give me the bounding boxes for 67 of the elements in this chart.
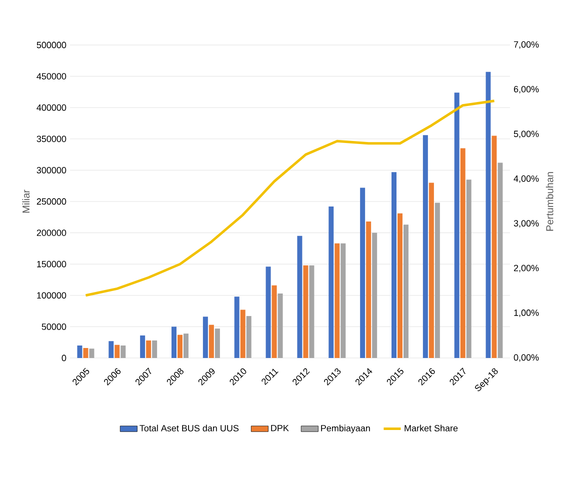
- y2-tick-label: 7,00%: [514, 41, 539, 49]
- bar: [120, 345, 126, 358]
- bar: [398, 213, 402, 358]
- line-series: [84, 100, 496, 297]
- bar: [460, 148, 466, 358]
- legend-label: Pembiayaan: [321, 424, 370, 434]
- bar: [404, 224, 408, 358]
- y2-tick-label: 3,00%: [514, 220, 539, 228]
- y-tick-label: 50000: [42, 324, 66, 330]
- bar: [266, 266, 271, 358]
- bar: [172, 326, 177, 358]
- y-axis-title: Miliar: [22, 190, 30, 213]
- y2-axis-title: Pertumbuhan: [546, 172, 554, 231]
- bar: [178, 334, 183, 358]
- bar: [297, 236, 302, 358]
- bar: [83, 348, 88, 358]
- bar: [89, 348, 94, 358]
- bar: [340, 243, 346, 358]
- bar: [334, 243, 340, 358]
- bar: [234, 296, 240, 358]
- y-tick-label: 500000: [36, 42, 66, 48]
- bar: [108, 341, 114, 358]
- bar: [140, 335, 146, 358]
- y2-tick-label: 2,00%: [514, 264, 539, 272]
- bar: [214, 328, 220, 358]
- bar: [454, 92, 460, 358]
- bar: [272, 285, 277, 358]
- y-tick-label: 250000: [36, 198, 66, 205]
- bar: [328, 206, 334, 358]
- legend-label: DPK: [271, 424, 289, 432]
- y2-tick-label: 6,00%: [514, 86, 539, 94]
- y-tick-label: 450000: [36, 73, 66, 80]
- y-tick-label: 350000: [36, 136, 66, 142]
- bar: [152, 340, 158, 358]
- bar: [366, 222, 372, 358]
- bar: [392, 172, 396, 358]
- bar: [309, 265, 314, 358]
- bar: [492, 136, 497, 358]
- y-tick-label: 150000: [37, 260, 66, 268]
- bar: [246, 316, 252, 358]
- bar: [422, 135, 428, 358]
- bar: [240, 310, 246, 358]
- legend-label: Total Aset BUS dan UUS: [140, 424, 239, 432]
- bar: [208, 324, 214, 358]
- bar: [498, 162, 503, 358]
- y2-tick-label: 1,00%: [514, 310, 539, 317]
- bar: [77, 345, 82, 358]
- y-tick-label: 100000: [37, 292, 66, 299]
- y-tick-label: 0: [62, 354, 66, 362]
- bar: [146, 340, 152, 358]
- bar: [114, 344, 120, 358]
- y2-tick-label: 5,00%: [514, 130, 539, 138]
- bar: [428, 182, 434, 358]
- y-tick-label: 400000: [36, 104, 66, 111]
- y-tick-label: 200000: [36, 230, 66, 236]
- bar: [303, 265, 308, 358]
- bar: [278, 294, 283, 358]
- bar: [360, 188, 366, 358]
- legend-label: Market Share: [404, 424, 458, 432]
- bar: [202, 316, 208, 358]
- y2-tick-label: 0,00%: [514, 354, 539, 362]
- bar: [466, 180, 472, 358]
- y-tick-label: 300000: [36, 167, 66, 174]
- bar: [434, 202, 440, 358]
- bar: [184, 334, 188, 358]
- bar: [372, 232, 378, 358]
- y2-tick-label: 4,00%: [514, 175, 539, 183]
